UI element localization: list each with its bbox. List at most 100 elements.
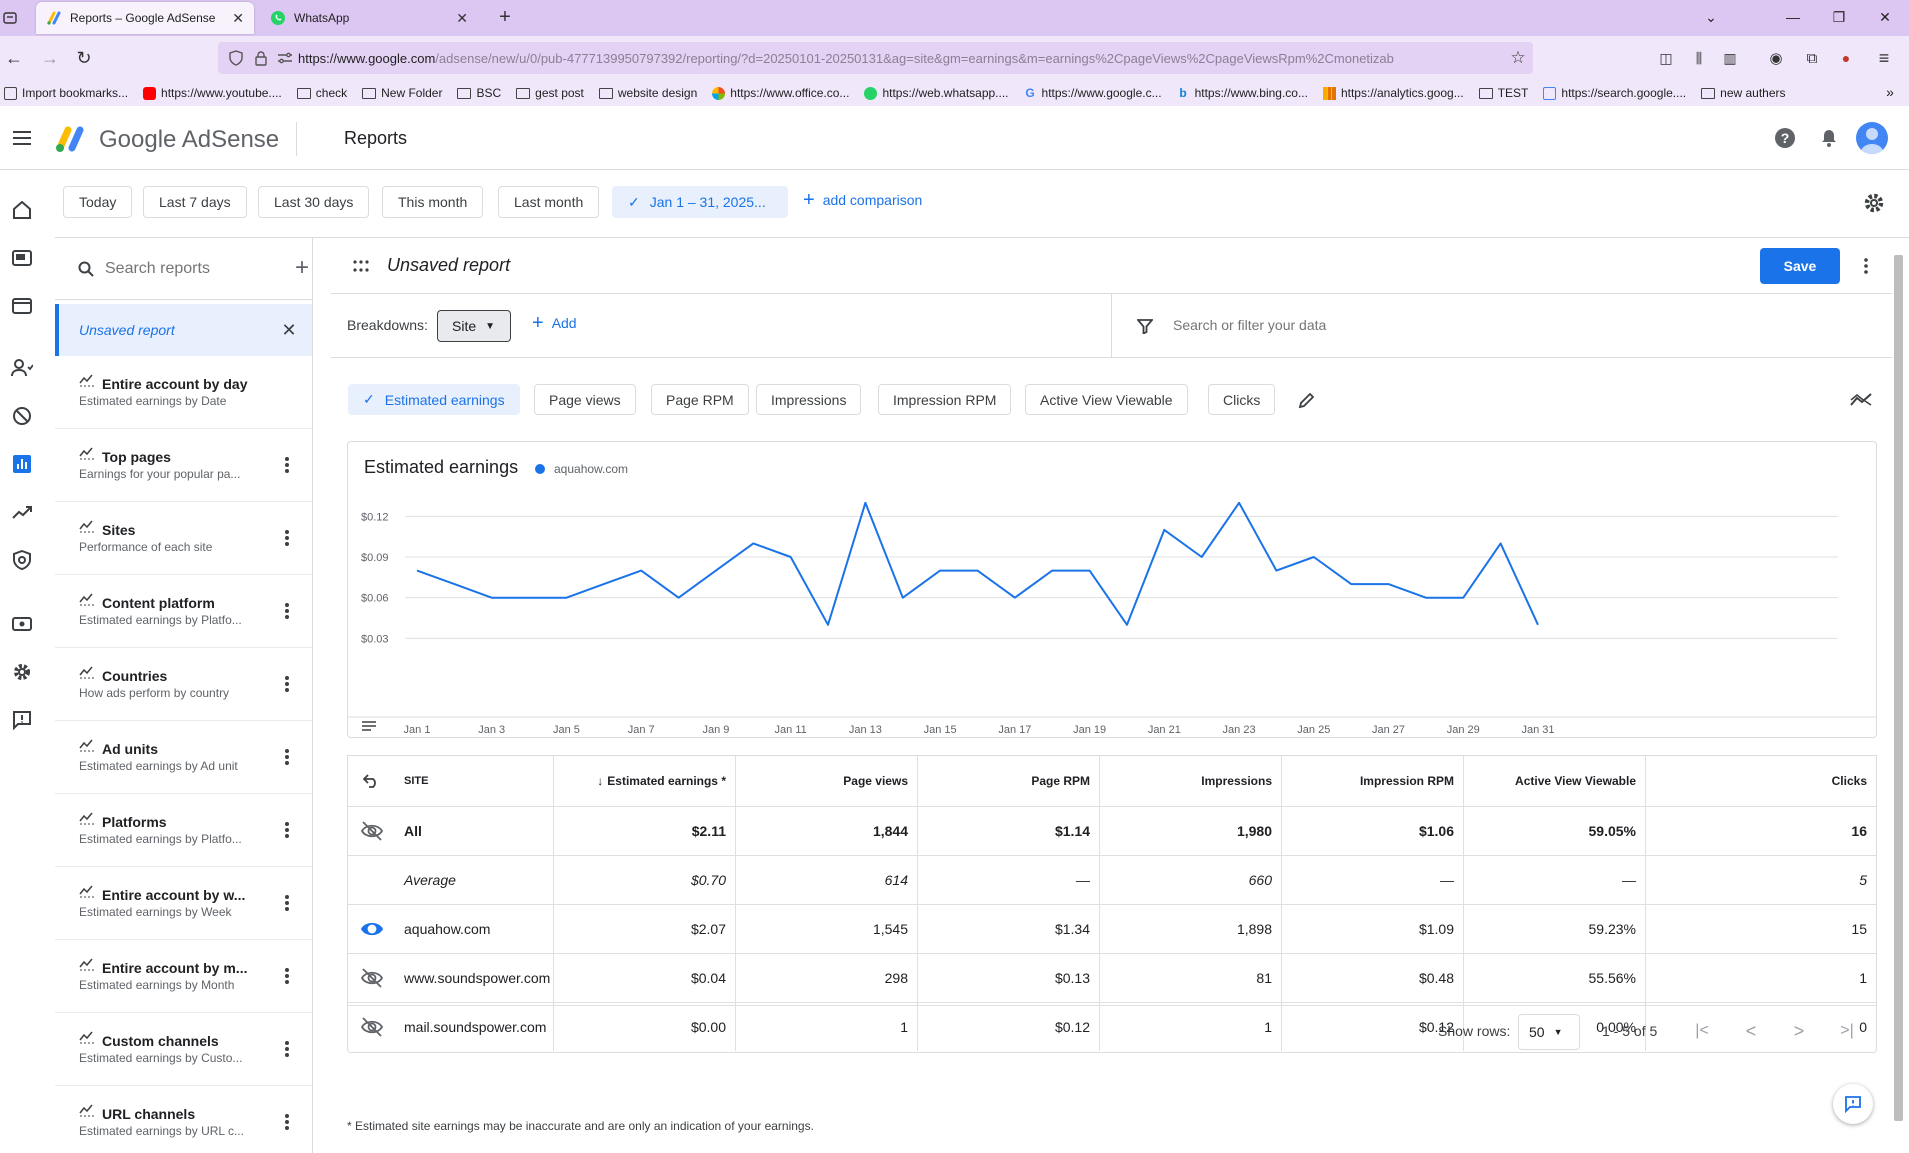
back-arrow-icon[interactable]: ← [5,47,23,68]
bookmark-folder[interactable]: website design [598,86,697,100]
column-header-impressions[interactable]: Impressions [1100,756,1282,806]
bookmark-star-icon[interactable]: ☆ [1510,48,1526,67]
account-icon[interactable]: ◉ [1769,50,1783,67]
bookmark-item[interactable]: https://web.whatsapp.... [864,86,1009,100]
column-header-active-view-viewable[interactable]: Active View Viewable [1464,756,1646,806]
data-point[interactable] [1386,581,1392,587]
next-page-icon[interactable]: > [1793,1020,1805,1041]
saved-report-item[interactable]: Ad units Estimated earnings by Ad unit [55,721,312,794]
saved-report-item[interactable]: Content platform Estimated earnings by Pl… [55,575,312,648]
data-point[interactable] [638,568,644,574]
data-point[interactable] [563,595,569,601]
search-reports-input[interactable] [105,256,265,282]
url-bar[interactable]: https://www.google.com/adsense/new/u/0/p… [218,42,1533,74]
tab-list-icon[interactable] [2,10,18,26]
visibility-off-eye-icon[interactable] [360,1016,384,1038]
bookmark-folder[interactable]: check [296,86,347,100]
data-point[interactable] [788,554,794,560]
data-point[interactable] [1273,568,1279,574]
main-scrollbar-thumb[interactable] [1894,255,1903,1121]
bookmarks-overflow-icon[interactable]: » [1886,84,1894,100]
column-header-impression-rpm[interactable]: Impression RPM [1282,756,1464,806]
more-vert-icon[interactable] [277,601,297,621]
data-point[interactable] [862,500,868,506]
sidebar-toggle-icon[interactable]: ▥ [1723,49,1737,66]
column-header-site[interactable]: SITE [404,756,554,806]
feedback-fab[interactable] [1833,1084,1873,1124]
browser-tab-adsense[interactable]: Reports – Google AdSense ✕ [36,2,254,34]
more-vert-icon[interactable] [277,528,297,548]
saved-report-item[interactable]: Top pages Earnings for your popular pa... [55,429,312,502]
reports-icon[interactable] [10,452,34,476]
filter-search-input[interactable] [1173,312,1773,338]
more-vert-icon[interactable] [277,455,297,475]
lock-icon[interactable] [250,50,272,66]
more-vert-icon[interactable] [277,747,297,767]
last-page-icon[interactable]: >| [1840,1022,1854,1039]
data-point[interactable] [1049,568,1055,574]
more-vert-icon[interactable] [277,674,297,694]
apps-grid-icon[interactable] [351,256,371,276]
bookmark-folder[interactable]: New Folder [362,86,442,100]
saved-report-item[interactable]: URL channels Estimated earnings by URL c.… [55,1086,312,1153]
library-icon[interactable]: ⫼ [1695,49,1703,66]
previous-page-icon[interactable]: < [1745,1020,1757,1041]
bookmark-folder[interactable]: new authers [1701,86,1786,100]
metric-chip-impression-rpm[interactable]: Impression RPM [878,384,1012,415]
more-vert-icon[interactable] [277,893,297,913]
sites-icon[interactable] [10,294,34,318]
more-vert-icon[interactable] [277,820,297,840]
table-row[interactable]: aquahow.com $2.07 1,545 $1.34 1,898 $1.09 59.2… [348,904,1876,953]
report-settings-gear-icon[interactable] [1861,190,1887,216]
data-point[interactable] [1199,554,1205,560]
metric-chip-active-view-viewable[interactable]: Active View Viewable [1025,384,1188,415]
extension-avatar-icon[interactable]: ● [1841,50,1851,66]
date-chip-today[interactable]: Today [63,186,133,218]
data-point[interactable] [900,595,906,601]
close-tab-icon[interactable]: ✕ [456,9,468,26]
data-point[interactable] [1423,595,1429,601]
data-point[interactable] [1236,500,1242,506]
chart-data-table-icon[interactable] [360,718,378,734]
breakdown-site-dropdown[interactable]: Site ▼ [437,310,511,342]
tracking-shield-icon[interactable] [222,50,250,66]
data-point[interactable] [414,568,420,574]
visibility-eye-icon[interactable] [360,918,384,940]
optimization-icon[interactable] [10,500,34,524]
close-tab-icon[interactable]: ✕ [232,9,244,26]
data-point[interactable] [713,568,719,574]
data-point[interactable] [1087,568,1093,574]
restore-window-icon[interactable]: ❐ [1832,8,1846,25]
home-icon[interactable] [10,198,34,222]
blocking-controls-icon[interactable] [10,404,34,428]
bookmark-item[interactable]: Import bookmarks... [4,86,128,100]
saved-report-item[interactable]: Platforms Estimated earnings by Platfo... [55,794,312,867]
saved-report-item[interactable]: Entire account by w... Estimated earnings… [55,867,312,940]
add-breakdown-button[interactable]: + Add [532,313,577,333]
close-icon[interactable]: ✕ [281,319,297,340]
reload-icon[interactable]: ↻ [76,47,92,68]
metric-chip-page-views[interactable]: Page views [534,384,636,415]
column-header-clicks[interactable]: Clicks [1831,774,1867,788]
table-row[interactable]: All $2.11 1,844 $1.14 1,980 $1.06 59.05% 16 [348,806,1876,855]
saved-report-item[interactable]: Entire account by m... Estimated earnings… [55,940,312,1013]
data-point[interactable] [1535,622,1541,628]
bookmark-folder[interactable]: BSC [457,86,501,100]
date-chip-last-7-days[interactable]: Last 7 days [143,186,247,218]
edit-metrics-pencil-icon[interactable] [1295,388,1319,412]
main-menu-icon[interactable] [10,126,34,150]
rows-per-page-select[interactable]: 50 ▼ [1518,1014,1580,1050]
data-point[interactable] [676,595,682,601]
report-title[interactable]: Unsaved report [387,255,511,275]
data-point[interactable] [1311,554,1317,560]
data-point[interactable] [1348,581,1354,587]
forward-arrow-icon[interactable]: → [41,47,59,68]
privacy-messaging-icon[interactable] [10,356,34,380]
new-report-plus-icon[interactable]: + [294,254,309,281]
metric-chip-impressions[interactable]: Impressions [756,384,862,415]
undo-arrow-icon[interactable] [360,770,382,792]
first-page-icon[interactable]: |< [1695,1022,1709,1039]
current-report-item[interactable]: Unsaved report ✕ [55,304,312,356]
metric-chip-clicks[interactable]: Clicks [1208,384,1276,415]
